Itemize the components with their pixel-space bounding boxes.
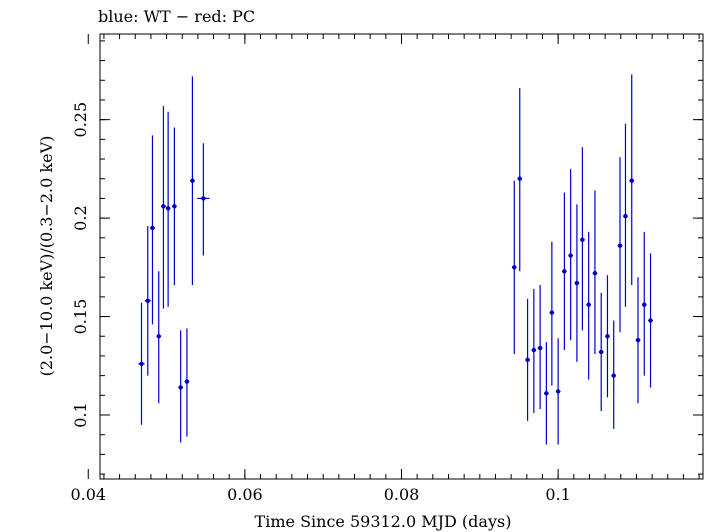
x-tick-label: 0.08 <box>384 485 420 504</box>
data-point <box>629 74 635 286</box>
data-marker <box>611 373 616 378</box>
data-marker <box>648 318 653 323</box>
data-marker <box>555 389 561 394</box>
data-point <box>184 328 190 437</box>
data-point <box>605 275 610 398</box>
data-marker <box>190 178 195 183</box>
data-point <box>611 320 617 429</box>
data-point <box>161 105 166 309</box>
data-marker <box>574 280 580 286</box>
data-marker <box>156 334 161 339</box>
x-tick-label: 0.06 <box>227 485 263 504</box>
data-point <box>580 147 585 331</box>
data-point <box>525 298 530 421</box>
data-marker <box>165 206 171 211</box>
data-point <box>592 190 598 354</box>
y-axis-label: (2.0−10.0 keV)/(0.3−2.0 keV) <box>37 136 56 377</box>
data-point <box>617 157 623 333</box>
y-tick-label: 0.1 <box>71 402 90 427</box>
data-marker <box>635 337 641 343</box>
data-point <box>562 192 567 351</box>
data-marker <box>623 213 628 219</box>
data-point <box>537 285 543 410</box>
data-marker <box>617 243 623 248</box>
data-marker <box>517 176 522 181</box>
x-axis-label: Time Since 59312.0 MJD (days) <box>255 512 512 531</box>
data-marker <box>562 269 567 274</box>
data-point <box>641 231 647 376</box>
data-marker <box>605 334 610 339</box>
data-point <box>511 180 517 354</box>
data-marker <box>568 253 573 258</box>
data-marker <box>161 204 166 209</box>
plot-frame <box>99 33 704 480</box>
x-tick-label: 0.04 <box>70 485 106 504</box>
data-marker <box>598 349 604 355</box>
data-marker <box>592 271 598 276</box>
data-point <box>555 338 561 445</box>
data-point <box>531 288 537 414</box>
data-point <box>517 88 523 272</box>
data-marker <box>629 178 634 183</box>
data-point <box>197 143 210 256</box>
data-marker <box>184 379 190 384</box>
data-point <box>549 241 555 386</box>
data-marker <box>531 347 537 353</box>
data-marker <box>201 196 206 201</box>
data-marker <box>537 345 543 351</box>
data-marker <box>150 225 155 231</box>
y-tick-label: 0.15 <box>71 299 90 335</box>
data-marker <box>178 385 183 390</box>
data-point <box>544 342 549 445</box>
data-marker <box>586 302 591 307</box>
data-point <box>635 277 641 404</box>
data-point <box>574 204 580 362</box>
data-point <box>172 127 177 286</box>
data-point <box>156 271 162 404</box>
data-marker <box>580 237 585 242</box>
data-point <box>598 292 604 412</box>
data-point <box>138 302 145 425</box>
data-marker <box>642 302 647 307</box>
data-marker <box>145 298 150 304</box>
data-point <box>150 135 155 325</box>
axis-ticks <box>87 34 703 479</box>
data-point <box>648 253 653 388</box>
data-marker <box>172 204 177 209</box>
data-point <box>623 123 628 307</box>
data-marker <box>525 357 530 363</box>
chart-title: blue: WT − red: PC <box>98 7 255 26</box>
y-tick-label: 0.2 <box>71 205 90 230</box>
data-point <box>190 76 195 286</box>
data-marker <box>549 310 555 315</box>
data-point <box>165 111 171 307</box>
data-marker <box>512 265 517 270</box>
data-point <box>568 168 574 341</box>
data-point <box>178 330 184 443</box>
data-point <box>144 225 151 376</box>
data-marker <box>544 391 549 396</box>
y-tick-label: 0.25 <box>71 102 90 138</box>
data-marker <box>139 361 144 367</box>
x-tick-label: 0.1 <box>545 485 570 504</box>
data-points <box>138 74 653 445</box>
data-point <box>586 231 592 380</box>
tick-labels: 0.04 0.06 0.08 0.1 0.1 0.15 0.2 0.25 <box>70 102 570 504</box>
